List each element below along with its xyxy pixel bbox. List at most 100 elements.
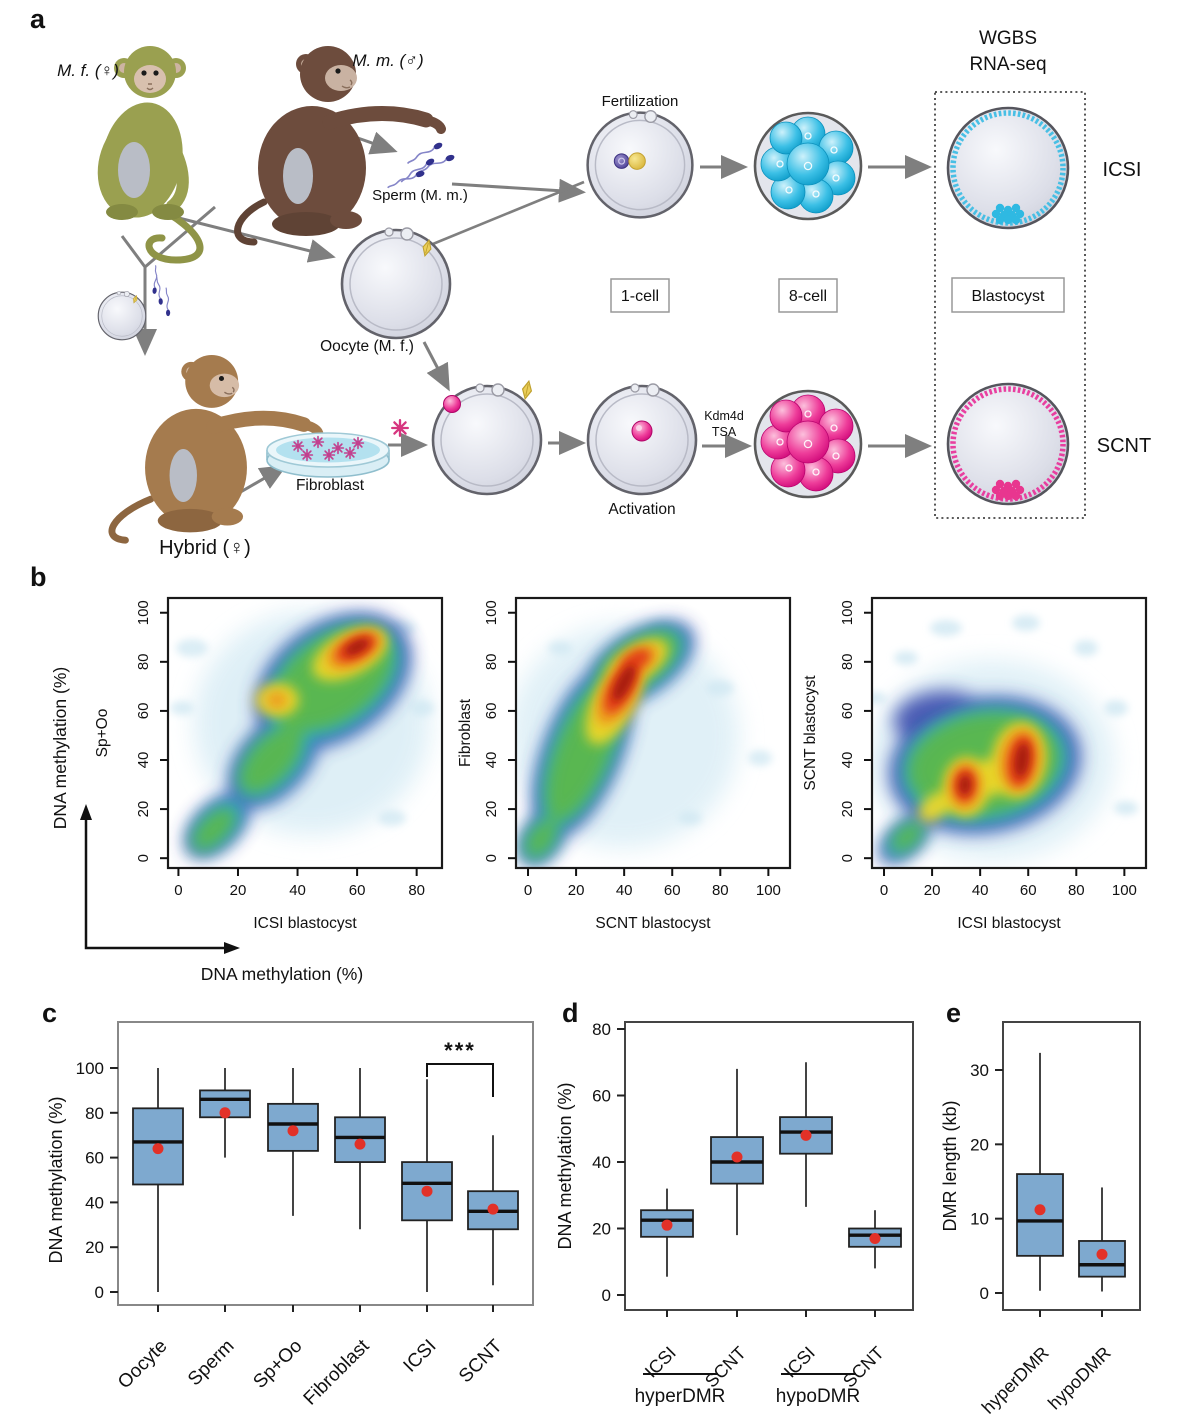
density-plot-1-ylabel: Sp+Oo [94,709,111,758]
sperm-label: Sperm (M. m.) [372,187,468,204]
density-plot-fibroblast-vs-scnt: 0 20 40 60 80 100 0 20 40 60 80 100 Fibroblast SCNT… [457,596,792,932]
svg-text:20: 20 [568,882,585,899]
density-plot-1-xlabel: ICSI blastocyst [253,915,357,932]
svg-text:80: 80 [85,1104,104,1123]
panel-d-label: d [562,998,579,1028]
svg-text:0: 0 [483,854,500,862]
svg-text:100: 100 [76,1059,104,1078]
density-plot-spoo-vs-icsi: 0 20 40 60 80 0 20 40 60 80 100 Sp+Oo ICSI blastoc… [94,596,444,932]
activation-label: Activation [608,501,675,518]
svg-text:0: 0 [839,854,856,862]
panel-b-xlabel: DNA methylation (%) [201,964,363,984]
fertilization-label: Fertilization [602,93,679,110]
assay-wgbs-label: WGBS [979,28,1037,49]
svg-text:40: 40 [592,1153,611,1172]
nt-oocyte-icon [431,379,543,496]
svg-text:60: 60 [1020,882,1037,899]
panel-d-ylabel: DNA methylation (%) [555,1082,575,1249]
svg-text:ICSI: ICSI [780,1343,819,1382]
panel-c-ylabel: DNA methylation (%) [46,1096,66,1263]
oocyte-label: Oocyte (M. f.) [320,338,414,355]
hybrid-label: Hybrid (♀) [159,537,251,559]
svg-text:0: 0 [602,1286,611,1305]
fibroblast-dish-icon [266,432,390,478]
svg-text:40: 40 [972,882,989,899]
svg-text:30: 30 [970,1061,989,1080]
stage-1cell-label: 1-cell [621,288,659,305]
panel-a-label: a [30,4,46,34]
svg-text:60: 60 [85,1149,104,1168]
svg-text:80: 80 [712,882,729,899]
svg-text:80: 80 [592,1020,611,1039]
kdm4d-label: Kdm4d [704,409,744,423]
panel-b-outer-axes: DNA methylation (%) DNA methylation (%) [50,667,363,984]
svg-text:hypoDMR: hypoDMR [1044,1343,1115,1414]
svg-text:40: 40 [85,1193,104,1212]
panel-d-group-hyperdmr-label: hyperDMR [635,1386,726,1407]
svg-text:60: 60 [135,703,152,720]
density-plot-3-ylabel: SCNT blastocyst [802,675,819,791]
svg-text:SCNT: SCNT [455,1335,507,1387]
female-monkey-label: M. f. (♀) [57,61,119,80]
scnt-blastocyst-icon [946,382,1070,506]
svg-text:10: 10 [970,1210,989,1229]
svg-text:20: 20 [483,801,500,818]
svg-text:100: 100 [756,882,781,899]
svg-text:0: 0 [880,882,888,899]
icsi-8cell-icon [753,111,863,221]
svg-text:80: 80 [135,653,152,670]
svg-text:40: 40 [483,752,500,769]
density-plot-2-xlabel: SCNT blastocyst [595,915,711,932]
svg-text:SCNT: SCNT [839,1343,888,1392]
svg-text:100: 100 [135,600,152,625]
flow-arrows [120,131,932,499]
svg-text:ICSI: ICSI [641,1343,680,1382]
transfer-cell-icon [391,419,409,437]
svg-text:0: 0 [524,882,532,899]
svg-text:80: 80 [1068,882,1085,899]
svg-text:20: 20 [924,882,941,899]
panel-b-label: b [30,562,47,592]
density-plot-3-xlabel: ICSI blastocyst [957,915,1061,932]
svg-text:60: 60 [483,703,500,720]
svg-text:20: 20 [85,1238,104,1257]
scnt-row-label: SCNT [1097,435,1151,457]
stage-blastocyst-label: Blastocyst [972,288,1045,305]
assay-rnaseq-label: RNA-seq [969,54,1046,75]
panel-d-plot-area: 0 20 40 60 80 ICSI SCNT ICSI SCNT [592,1020,902,1392]
svg-text:40: 40 [616,882,633,899]
svg-text:0: 0 [95,1283,104,1302]
svg-text:60: 60 [664,882,681,899]
panel-c-label: c [42,998,58,1028]
svg-text:20: 20 [230,882,247,899]
panel-a-schematic: M. f. (♀) M. m. (♂) Sperm (M. m.) Fertil… [57,28,1151,559]
scnt-8cell-icon [753,389,863,499]
tsa-label: TSA [712,425,737,439]
svg-text:hyperDMR: hyperDMR [978,1343,1053,1417]
svg-text:100: 100 [1112,882,1137,899]
svg-text:0: 0 [174,882,182,899]
density-plot-2-axes: 0 20 40 60 80 100 0 20 40 60 80 100 [483,600,781,899]
sperm-icon [385,140,457,189]
svg-text:0: 0 [135,854,152,862]
density-plot-3-axes: 0 20 40 60 80 100 0 20 40 60 80 100 [839,600,1137,899]
oocyte-icon [340,226,452,340]
stage-8cell-label: 8-cell [789,288,827,305]
svg-text:Oocyte: Oocyte [114,1336,171,1393]
density-plot-scnt-vs-icsi: 0 20 40 60 80 100 0 20 40 60 80 100 SCNT blastocyst… [802,596,1148,932]
small-oocyte-icon [97,290,147,341]
svg-text:60: 60 [349,882,366,899]
svg-text:40: 40 [289,882,306,899]
svg-text:ICSI: ICSI [400,1336,441,1377]
assay-dotted-box [934,91,1086,519]
density-plot-1-axes: 0 20 40 60 80 0 20 40 60 80 100 [135,600,425,899]
svg-text:40: 40 [839,752,856,769]
male-monkey-label: M. m. (♂) [352,51,423,70]
svg-text:80: 80 [839,653,856,670]
fibroblast-label: Fibroblast [296,477,365,494]
panel-c-significance: *** [444,1038,476,1063]
